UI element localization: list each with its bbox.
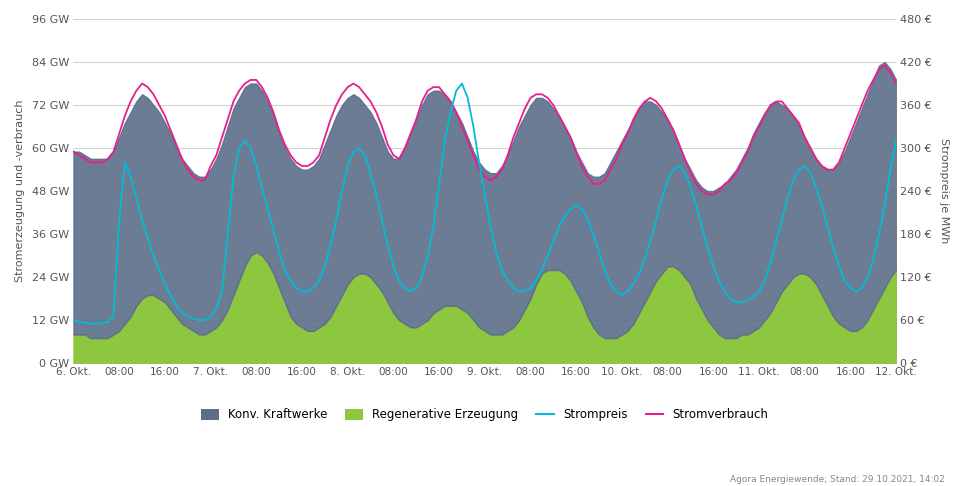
- Text: Agora Energiewende; Stand: 29.10.2021, 14:02: Agora Energiewende; Stand: 29.10.2021, 1…: [730, 474, 945, 484]
- Legend: Konv. Kraftwerke, Regenerative Erzeugung, Strompreis, Stromverbrauch: Konv. Kraftwerke, Regenerative Erzeugung…: [197, 404, 773, 426]
- Y-axis label: Stromerzeugung und -verbrauch: Stromerzeugung und -verbrauch: [15, 100, 25, 282]
- Y-axis label: Strompreis je MWh: Strompreis je MWh: [939, 139, 949, 244]
